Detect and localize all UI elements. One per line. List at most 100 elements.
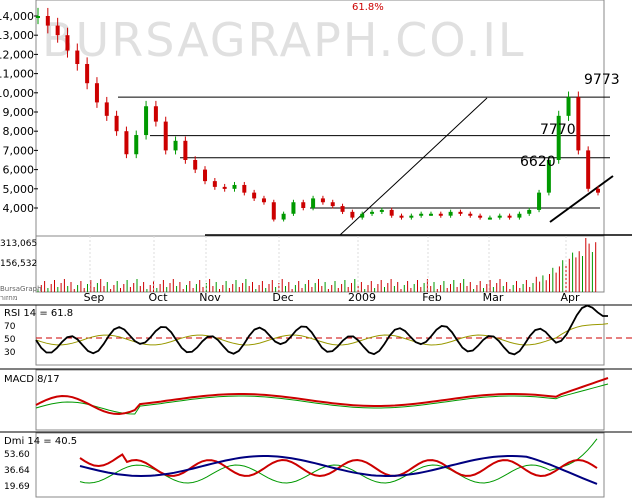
candle-body — [487, 217, 492, 220]
candle-body — [104, 102, 109, 116]
candle-body — [458, 211, 463, 214]
candle-body — [537, 192, 542, 210]
price-tick-label: 4,000 — [3, 202, 35, 215]
candle-body — [370, 211, 375, 214]
volume-note-label: מחזור — [0, 294, 18, 302]
month-label-2009: 2009 — [348, 291, 376, 304]
candle-body — [586, 150, 591, 189]
volume-tick-mid: 156,532 — [0, 259, 37, 269]
candle-body — [271, 202, 276, 220]
candle-body — [428, 213, 433, 216]
macd-label: MACD 8/17 — [4, 374, 60, 385]
macd-line — [35, 377, 609, 416]
candle-body — [350, 211, 355, 218]
dmi-plus-line — [79, 438, 598, 484]
dmi-tick-low: 19.69 — [4, 482, 30, 492]
month-label-nov: Nov — [199, 291, 221, 304]
candle-body — [212, 181, 217, 187]
candle-body — [419, 213, 424, 216]
uptrend-line — [549, 175, 614, 223]
candle-body — [320, 198, 325, 203]
panel-frame-2 — [35, 304, 605, 366]
candle-body — [65, 35, 70, 51]
annotation-6620: 6620 — [520, 154, 556, 170]
candle-body — [144, 106, 149, 136]
price-tick-label: 6,000 — [3, 164, 35, 177]
dmi-tick-high: 53.60 — [4, 450, 30, 460]
panel-frame-1 — [35, 235, 605, 293]
candle-body — [340, 206, 345, 212]
candle-body — [94, 83, 99, 103]
candle-body — [556, 115, 561, 160]
adx-line — [79, 455, 598, 485]
annotation-7770: 7770 — [540, 122, 576, 138]
price-tick-label: 8,000 — [3, 125, 35, 138]
candle-body — [438, 213, 443, 216]
candle-body — [232, 184, 237, 189]
rsi-tick-70: 70 — [4, 322, 16, 332]
candle-body — [478, 215, 483, 218]
candle-body — [291, 202, 296, 214]
dmi-tick-mid: 36.64 — [4, 466, 30, 476]
watermark: BURSAGRAPH.CO.IL — [42, 13, 526, 67]
macd-signal-line — [35, 383, 609, 415]
candle-body — [301, 202, 306, 208]
candle-body — [134, 135, 139, 155]
candle-body — [399, 215, 404, 218]
candle-body — [75, 50, 80, 64]
month-label-dec: Dec — [272, 291, 293, 304]
volume-tick-high: 313,065 — [0, 239, 37, 249]
candle-body — [576, 97, 581, 151]
candle-body — [242, 184, 247, 193]
candle-body — [85, 64, 90, 84]
candle-body — [281, 213, 286, 220]
candle-body — [311, 198, 316, 208]
rsi-tick-50: 50 — [4, 335, 16, 345]
candle-body — [222, 186, 227, 189]
month-label-feb: Feb — [422, 291, 441, 304]
candle-body — [468, 213, 473, 216]
panel-frame-3 — [35, 369, 605, 431]
rsi-label: RSI 14 = 61.8 — [4, 308, 73, 319]
candle-body — [389, 209, 394, 216]
candle-body — [527, 209, 532, 214]
candle-body — [517, 213, 522, 218]
month-label-mar: Mar — [483, 291, 504, 304]
month-label-sep: Sep — [84, 291, 105, 304]
candle-body — [124, 131, 129, 155]
candle-body — [596, 188, 600, 193]
candle-body — [546, 160, 551, 193]
candle-body — [409, 215, 414, 218]
candle-body — [173, 140, 178, 151]
rsi-signal-line — [35, 323, 609, 346]
rsi-tick-30: 30 — [4, 348, 16, 358]
rsi-line — [35, 304, 608, 356]
dmi-label: Dmi 14 = 40.5 — [4, 436, 77, 447]
candle-body — [252, 192, 257, 199]
candle-body — [45, 16, 50, 26]
candle-body — [55, 25, 60, 36]
fib-fan-line — [339, 97, 488, 236]
candle-body — [507, 215, 512, 218]
price-tick-label: 12,000 — [0, 48, 34, 61]
candle-body — [497, 215, 502, 218]
candle-body — [193, 160, 198, 170]
volume-note-brand: BursaGraph — [0, 285, 42, 293]
price-tick-label: 11,000 — [0, 68, 34, 81]
candle-body — [448, 211, 453, 216]
price-tick-label: 14,000 — [0, 10, 34, 23]
annotation-9773: 9773 — [584, 72, 620, 88]
candle-body — [203, 169, 208, 182]
month-label-apr: Apr — [560, 291, 580, 304]
price-tick-label: 9,000 — [3, 106, 35, 119]
candle-body — [330, 202, 335, 207]
candle-body — [183, 140, 188, 160]
candle-body — [566, 97, 571, 116]
candle-body — [379, 209, 384, 212]
panel-frame-4 — [35, 432, 605, 498]
price-tick-label: 7,000 — [3, 144, 35, 157]
candle-body — [153, 106, 158, 122]
month-label-oct: Oct — [148, 291, 168, 304]
